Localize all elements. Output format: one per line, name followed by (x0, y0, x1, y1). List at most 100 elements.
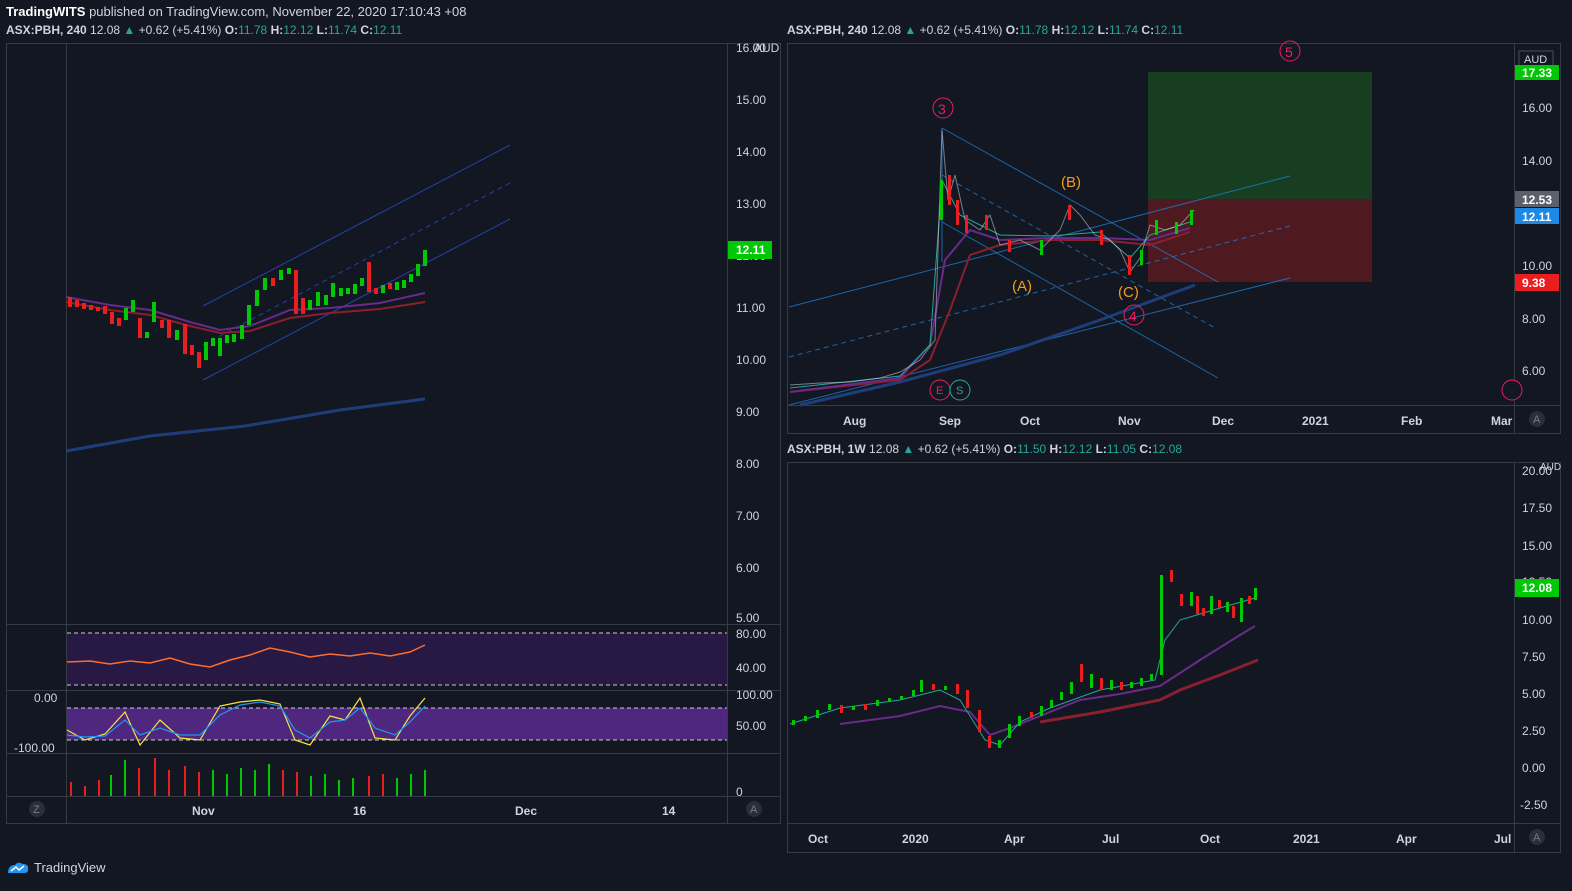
left-price-axis[interactable]: 16.00 15.00 14.00 13.00 12.00 11.00 10.0… (736, 41, 780, 625)
price-tick: 9.00 (736, 405, 760, 419)
legend-bottom-right: ASX:PBH, 1W 12.08 ▲ +0.62 (+5.41%) O:11.… (787, 442, 1183, 456)
ma-red (789, 231, 1191, 393)
macd-tick: -100.00 (14, 741, 55, 755)
time-tick: Oct (808, 832, 828, 846)
price-tick: -2.50 (1520, 798, 1548, 812)
wave-a-label[interactable]: (A) (1012, 278, 1032, 295)
long-ma-line (65, 397, 426, 453)
stoch-k-line[interactable] (66, 696, 426, 747)
footer-brand[interactable]: TradingView (6, 860, 106, 875)
legend-last: 12.08 (871, 23, 902, 37)
time-tick: 2021 (1293, 832, 1320, 846)
price-badge: 12.11 (736, 243, 766, 257)
wave-4-marker[interactable] (1123, 304, 1145, 326)
price-tick: 15.00 (1522, 539, 1552, 553)
wave-3-marker[interactable] (932, 97, 954, 119)
entry-badge: 12.53 (1522, 193, 1552, 207)
fork-upper[interactable] (941, 127, 1219, 283)
legend-open: 11.50 (1017, 442, 1047, 456)
channel-mid[interactable] (202, 182, 511, 346)
stoch-d-line[interactable] (66, 701, 426, 739)
volume-tick: 0 (736, 785, 743, 799)
fork-mid[interactable] (941, 174, 1216, 329)
time-tick: Oct (1200, 832, 1220, 846)
br-candles[interactable] (792, 570, 1257, 748)
wave-3-label: 3 (938, 101, 946, 117)
time-tick: Sep (939, 414, 961, 428)
time-tick: 2021 (1302, 414, 1329, 428)
target-badge: 17.33 (1522, 66, 1552, 80)
publish-info: published on TradingView.com, November 2… (89, 4, 467, 19)
price-line[interactable] (789, 129, 1195, 386)
auto-scale-button[interactable]: A (1533, 414, 1541, 426)
price-tick: 14.00 (736, 145, 766, 159)
top-right-chart[interactable]: 3 4 5 (A) (B) (C) E S 16.00 14.00 10.00 … (787, 40, 1561, 434)
currency-label: AUD (754, 41, 780, 55)
price-tick: 0.00 (1522, 761, 1546, 775)
price-tick: 8.00 (1522, 312, 1546, 326)
legend-symbol[interactable]: ASX:PBH, 240 (787, 23, 868, 37)
price-tick: 14.00 (1522, 154, 1552, 168)
split-icon[interactable] (949, 379, 971, 401)
zoom-icon[interactable] (29, 801, 45, 817)
ma-purple (65, 292, 426, 332)
time-tick: Feb (1401, 414, 1422, 428)
zoom-button[interactable]: Z (33, 804, 40, 816)
loss-zone[interactable] (1148, 199, 1372, 282)
wave-b-label[interactable]: (B) (1061, 174, 1081, 191)
time-tick: Apr (1004, 832, 1025, 846)
legend-close: 12.08 (1152, 442, 1183, 456)
up-triangle-icon: ▲ (123, 23, 136, 37)
price-tick: 6.00 (1522, 364, 1546, 378)
time-tick: 2020 (902, 832, 929, 846)
earnings-marker: E (936, 385, 943, 397)
legend-last: 12.08 (90, 23, 121, 37)
channel-upper[interactable] (202, 144, 511, 307)
price-tick: 7.00 (736, 509, 760, 523)
author-name[interactable]: TradingWITS (6, 4, 86, 19)
legend-symbol[interactable]: ASX:PBH, 240 (6, 23, 87, 37)
time-tick: Dec (515, 804, 537, 818)
left-chart[interactable]: 16.00 15.00 14.00 13.00 12.00 11.00 10.0… (6, 41, 781, 824)
legend-top-right: ASX:PBH, 240 12.08 ▲ +0.62 (+5.41%) O:11… (787, 23, 1184, 37)
price-tick: 6.00 (736, 561, 760, 575)
auto-scale-icon[interactable] (746, 801, 762, 817)
wave-c-label[interactable]: (C) (1118, 284, 1139, 301)
currency-label: AUD (1524, 54, 1547, 66)
time-tick: Jul (1494, 832, 1511, 846)
legend-symbol[interactable]: ASX:PBH, 1W (787, 442, 866, 456)
bottom-right-chart[interactable]: 20.00 17.50 15.00 10.00 7.50 5.00 2.50 0… (787, 462, 1561, 853)
wave-4-label: 4 (1129, 308, 1137, 324)
stop-badge: 9.38 (1522, 276, 1546, 290)
price-tick: 15.00 (736, 93, 766, 107)
auto-scale-button[interactable]: A (750, 804, 758, 816)
time-tick: Apr (1396, 832, 1417, 846)
time-tick: 16 (353, 804, 367, 818)
legend-change: +0.62 (+5.41%) (919, 23, 1003, 37)
up-triangle-icon: ▲ (904, 23, 917, 37)
price-tick: 17.50 (1522, 501, 1552, 515)
legend-high: 12.12 (1064, 23, 1095, 37)
tradingview-logo-icon (8, 862, 29, 873)
stoch-band (67, 708, 727, 740)
price-tick: 16.00 (1522, 101, 1552, 115)
price-badge: 12.08 (1522, 581, 1552, 595)
auto-scale-button[interactable]: A (1533, 832, 1541, 844)
legend-low: 11.74 (1108, 23, 1139, 37)
ma-red (1039, 658, 1259, 724)
time-tick: Aug (843, 414, 866, 428)
channel-lower[interactable] (202, 218, 511, 381)
wave-5-marker[interactable] (1279, 40, 1301, 62)
tr-candles[interactable] (940, 175, 1193, 275)
left-candles[interactable] (68, 250, 427, 368)
auto-scale-icon[interactable] (1529, 829, 1545, 845)
rsi-line[interactable] (66, 644, 426, 668)
volume-bars[interactable] (70, 758, 426, 796)
legend-change: +0.62 (+5.41%) (138, 23, 222, 37)
earnings-icon[interactable] (1501, 379, 1523, 401)
macd-tick: 0.00 (34, 691, 58, 705)
auto-scale-icon[interactable] (1529, 411, 1545, 427)
profit-zone[interactable] (1148, 72, 1372, 199)
price-tick: 2.50 (1522, 724, 1546, 738)
